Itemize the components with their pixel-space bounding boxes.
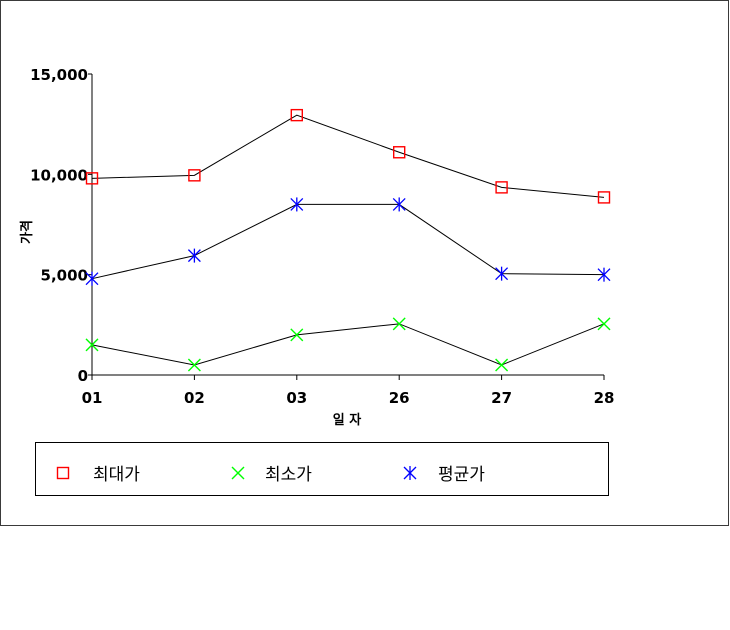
legend-label: 최소가: [265, 465, 312, 485]
data-point-square: [597, 191, 611, 204]
series-line-2: [91, 323, 605, 366]
data-point-square: [495, 181, 508, 194]
data-point-star: [597, 267, 611, 282]
data-point-star: [290, 197, 304, 212]
legend: 최대가 최소가 평균가: [35, 442, 609, 496]
series-line-1: [91, 114, 605, 198]
y-tick-label: 5,000: [41, 267, 88, 285]
series-lines: [91, 114, 605, 366]
y-axis-title: 가격: [20, 220, 35, 244]
data-point-star: [187, 248, 201, 263]
data-point-x: [187, 358, 201, 372]
x-tick-label: 01: [82, 389, 103, 407]
data-point-square: [188, 169, 201, 182]
y-tick-label: 0: [78, 367, 88, 385]
legend-box: [35, 442, 609, 496]
data-point-x: [85, 338, 99, 352]
y-tick-label: 15,000: [30, 66, 88, 84]
data-point-star: [85, 271, 99, 286]
x-tick-label: 26: [389, 389, 410, 407]
legend-marker-x: [231, 466, 245, 480]
legend-label: 평균가: [438, 465, 485, 485]
legend-label: 최대가: [93, 465, 140, 485]
x-tick-label: 27: [491, 389, 512, 407]
ticks: 15,000 10,000 5,000 0 01 02 03 26 27 28: [30, 66, 614, 407]
x-tick-label: 28: [594, 389, 615, 407]
data-point-x: [597, 317, 611, 331]
data-point-x: [392, 317, 406, 331]
data-point-x: [495, 358, 509, 372]
data-point-star: [495, 266, 509, 281]
series-line-3: [91, 203, 605, 280]
x-tick-label: 03: [286, 389, 307, 407]
data-point-square: [290, 108, 303, 122]
data-point-square: [85, 172, 99, 185]
axes: [91, 74, 604, 376]
x-tick-label: 02: [184, 389, 205, 407]
data-point-star: [392, 197, 406, 212]
chart-frame: [0, 0, 729, 526]
data-point-x: [290, 328, 304, 342]
data-point-square: [393, 146, 406, 159]
x-axis-title: 일 자: [333, 413, 361, 428]
markers: [85, 108, 611, 372]
legend-marker-square: [56, 466, 70, 480]
y-tick-label: 10,000: [30, 166, 88, 184]
legend-marker-star: [403, 466, 417, 480]
